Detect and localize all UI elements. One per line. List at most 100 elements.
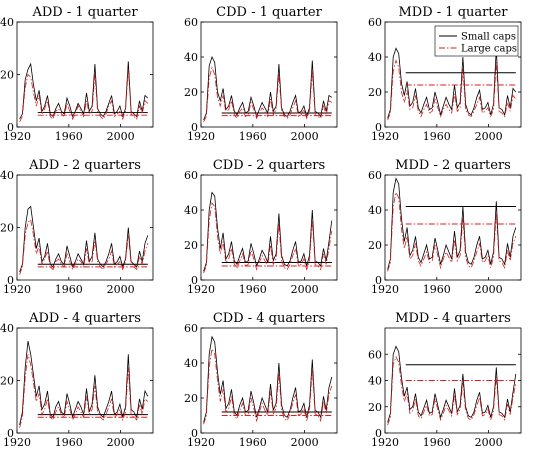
x-tick-label: 1920 <box>3 436 31 449</box>
panel-title: ADD - 1 quarter <box>31 5 138 20</box>
x-tick-label: 1920 <box>3 130 31 143</box>
y-tick-label: 60 <box>184 16 198 29</box>
x-tick-label: 2000 <box>475 283 503 296</box>
axes-frame <box>384 21 522 128</box>
y-tick-label: 60 <box>368 169 382 182</box>
panel-title: CDD - 4 quarters <box>213 311 325 326</box>
y-tick-label: 40 <box>184 357 198 370</box>
series-line-small-caps <box>19 205 149 273</box>
x-tick-label: 1920 <box>3 283 31 296</box>
axes-frame <box>200 174 338 281</box>
series-line-large-caps <box>19 69 149 122</box>
x-tick-label: 1960 <box>239 436 267 449</box>
panel-title: MDD - 4 quarters <box>395 311 511 326</box>
legend-box <box>434 25 519 57</box>
x-tick-label: 2000 <box>475 436 503 449</box>
series-line-small-caps <box>387 47 517 119</box>
x-tick-label: 1920 <box>187 283 215 296</box>
x-tick-label: 1920 <box>371 130 399 143</box>
y-tick-label: 0 <box>191 121 198 134</box>
panel-title: ADD - 2 quarters <box>28 158 141 173</box>
y-tick-label: 20 <box>184 86 198 99</box>
y-tick-label: 60 <box>368 348 382 361</box>
x-tick-label: 2000 <box>107 436 135 449</box>
x-tick-label: 1920 <box>187 436 215 449</box>
x-tick-label: 2000 <box>475 130 503 143</box>
panel-title: MDD - 1 quarter <box>398 5 508 20</box>
y-tick-label: 0 <box>191 274 198 287</box>
series-line-large-caps <box>19 218 149 275</box>
panel-title: ADD - 4 quarters <box>28 311 141 326</box>
x-tick-label: 1960 <box>55 436 83 449</box>
panel-2: CDD - 1 quarter 0 20 40 60 1920 1960 2000 <box>184 5 338 143</box>
y-tick-label: 20 <box>368 239 382 252</box>
panel-7: ADD - 4 quarters 0 20 40 1920 1960 2000 <box>0 311 154 449</box>
y-tick-label: 20 <box>0 375 14 388</box>
legend-label: Small caps <box>461 32 516 43</box>
y-tick-label: 60 <box>184 169 198 182</box>
x-tick-label: 1960 <box>55 283 83 296</box>
y-tick-label: 20 <box>184 392 198 405</box>
y-tick-label: 40 <box>368 204 382 217</box>
y-tick-label: 40 <box>368 375 382 388</box>
axes-frame <box>200 327 338 434</box>
series-line-small-caps <box>19 341 149 426</box>
y-tick-label: 60 <box>368 16 382 29</box>
series-line-large-caps <box>203 202 333 274</box>
panel-9: MDD - 4 quarters 0 20 40 60 1920 1960 2000 <box>368 311 522 449</box>
y-tick-label: 0 <box>375 121 382 134</box>
series-line-small-caps <box>203 191 333 272</box>
axes-frame <box>384 174 522 281</box>
panel-6: MDD - 2 quarters 0 20 40 60 1920 1960 2000 <box>368 158 522 296</box>
x-tick-label: 1960 <box>423 436 451 449</box>
x-tick-label: 1960 <box>55 130 83 143</box>
x-tick-label: 1960 <box>239 130 267 143</box>
panel-5: CDD - 2 quarters 0 20 40 60 1920 1960 2000 <box>184 158 338 296</box>
legend-label: Large caps <box>461 44 517 55</box>
y-tick-label: 0 <box>7 427 14 440</box>
x-tick-label: 2000 <box>291 436 319 449</box>
panel-8: CDD - 4 quarters 0 20 40 60 1920 1960 2000 <box>184 311 338 449</box>
series-line-large-caps <box>203 66 333 122</box>
series-line-small-caps <box>203 55 333 121</box>
x-tick-label: 1960 <box>239 283 267 296</box>
y-tick-label: 0 <box>191 427 198 440</box>
x-tick-label: 1920 <box>371 436 399 449</box>
y-tick-label: 40 <box>0 16 14 29</box>
y-tick-label: 0 <box>7 274 14 287</box>
panel-1: ADD - 1 quarter 0 20 40 1920 1960 2000 <box>0 5 154 143</box>
y-tick-label: 20 <box>0 69 14 82</box>
y-tick-label: 20 <box>0 222 14 235</box>
y-tick-label: 40 <box>184 51 198 64</box>
series-line-large-caps <box>387 191 517 272</box>
x-tick-label: 1920 <box>371 283 399 296</box>
y-tick-label: 20 <box>184 239 198 252</box>
panel-4: ADD - 2 quarters 0 20 40 1920 1960 2000 <box>0 158 154 296</box>
panel-3: MDD - 1 quarter 0 20 40 60 1920 1960 2000 Small … <box>368 5 522 143</box>
x-tick-label: 1960 <box>423 283 451 296</box>
panel-title: CDD - 2 quarters <box>213 158 325 173</box>
y-tick-label: 60 <box>184 322 198 335</box>
panel-title: CDD - 1 quarter <box>216 5 322 20</box>
x-tick-label: 2000 <box>291 130 319 143</box>
series-line-large-caps <box>387 59 517 121</box>
series-line-large-caps <box>387 355 517 426</box>
y-tick-label: 20 <box>368 401 382 414</box>
axes-frame <box>16 21 154 128</box>
y-tick-label: 40 <box>184 204 198 217</box>
axes-frame <box>200 21 338 128</box>
series-line-large-caps <box>19 354 149 428</box>
x-tick-label: 2000 <box>107 130 135 143</box>
y-tick-label: 0 <box>7 121 14 134</box>
panel-title: MDD - 2 quarters <box>395 158 511 173</box>
y-tick-label: 40 <box>0 169 14 182</box>
y-tick-label: 40 <box>368 51 382 64</box>
y-tick-label: 0 <box>375 427 382 440</box>
series-line-small-caps <box>387 177 517 270</box>
y-tick-label: 20 <box>368 86 382 99</box>
x-tick-label: 2000 <box>291 283 319 296</box>
series-line-large-caps <box>203 347 333 425</box>
y-tick-label: 40 <box>0 322 14 335</box>
x-tick-label: 2000 <box>107 283 135 296</box>
